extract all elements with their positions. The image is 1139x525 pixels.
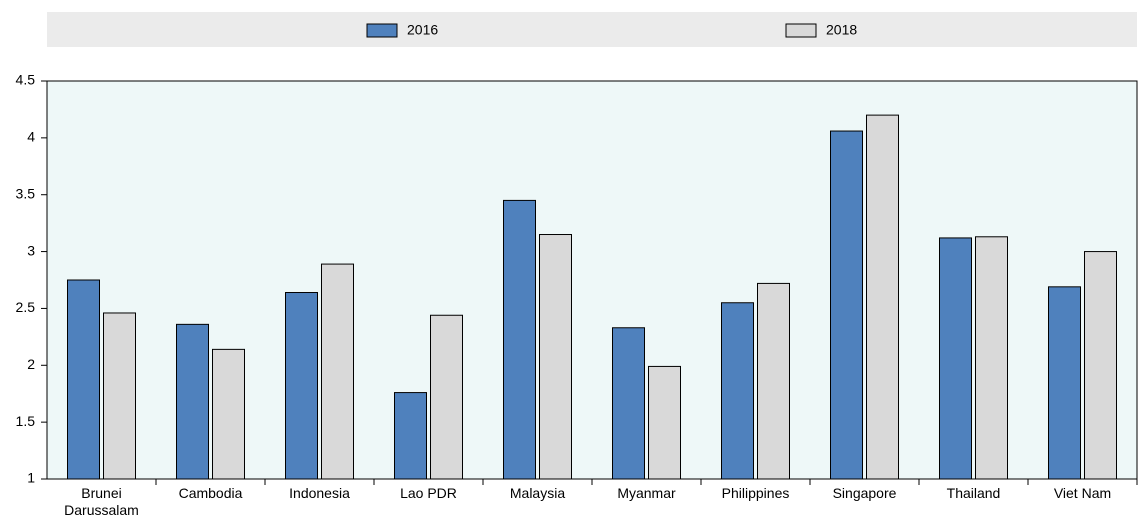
legend-label: 2016 [407,22,438,38]
bar [866,114,899,480]
bar [394,392,427,480]
bar [612,327,645,480]
bar [321,263,354,480]
x-tick-label: Viet Nam [1053,485,1112,501]
x-tick-label: Singapore [832,485,897,501]
x-tick-label: Philippines [721,485,790,501]
legend-swatch [785,23,817,38]
x-tick-label: Indonesia [289,485,350,501]
y-tick-label: 3.5 [16,185,36,201]
y-tick-label: 3 [27,242,35,258]
x-tick-label: Thailand [946,485,1001,501]
bar [430,314,463,480]
x-tick-label: Cambodia [178,485,243,501]
bar [830,130,863,480]
y-tick-label: 1.5 [16,413,36,429]
x-tick-label: Brunei Darussalam [64,485,139,518]
bar [721,302,754,480]
y-tick-label: 4.5 [16,72,36,88]
bar [67,279,100,480]
y-tick-label: 1 [27,470,35,486]
legend-background [47,12,1137,47]
bar [648,365,681,480]
y-tick-label: 4 [27,129,35,145]
bar [1048,286,1081,480]
legend-label: 2018 [826,22,857,38]
x-tick-label: Lao PDR [400,485,457,501]
legend-swatch [366,23,398,38]
x-tick-label: Malaysia [509,485,566,501]
y-tick-label: 2.5 [16,299,36,315]
bar [975,236,1008,480]
bar [503,199,536,480]
bar [939,237,972,480]
bar [103,312,136,480]
bar [176,323,209,480]
y-tick-label: 2 [27,356,35,372]
plot-area [46,80,1138,480]
bar [212,348,245,480]
x-tick-label: Myanmar [617,485,676,501]
bar [285,292,318,480]
bar [757,282,790,480]
bar [1084,251,1117,480]
bar [539,234,572,480]
